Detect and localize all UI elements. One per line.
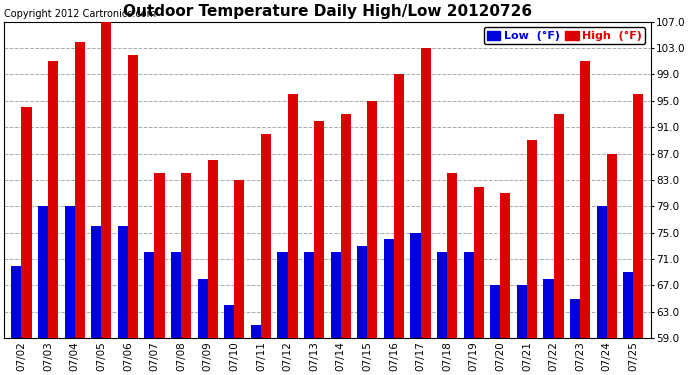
- Bar: [527, 140, 537, 338]
- Bar: [235, 180, 244, 338]
- Bar: [570, 298, 580, 338]
- Bar: [38, 206, 48, 338]
- Bar: [633, 94, 644, 338]
- Bar: [144, 252, 155, 338]
- Bar: [101, 22, 111, 338]
- Bar: [128, 55, 138, 338]
- Bar: [75, 42, 85, 338]
- Legend: Low  (°F), High  (°F): Low (°F), High (°F): [484, 27, 645, 44]
- Bar: [437, 252, 447, 338]
- Text: Copyright 2012 Cartronics.com: Copyright 2012 Cartronics.com: [4, 9, 157, 18]
- Bar: [341, 114, 351, 338]
- Bar: [544, 279, 553, 338]
- Bar: [367, 101, 377, 338]
- Bar: [447, 173, 457, 338]
- Bar: [277, 252, 288, 338]
- Bar: [181, 173, 191, 338]
- Bar: [331, 252, 341, 338]
- Bar: [394, 75, 404, 338]
- Bar: [474, 186, 484, 338]
- Bar: [314, 121, 324, 338]
- Bar: [553, 114, 564, 338]
- Bar: [500, 193, 511, 338]
- Bar: [384, 239, 394, 338]
- Title: Outdoor Temperature Daily High/Low 20120726: Outdoor Temperature Daily High/Low 20120…: [123, 4, 532, 19]
- Bar: [517, 285, 527, 338]
- Bar: [250, 325, 261, 338]
- Bar: [48, 61, 58, 338]
- Bar: [597, 206, 607, 338]
- Bar: [304, 252, 314, 338]
- Bar: [490, 285, 500, 338]
- Bar: [91, 226, 101, 338]
- Bar: [197, 279, 208, 338]
- Bar: [411, 233, 420, 338]
- Bar: [623, 272, 633, 338]
- Bar: [261, 134, 271, 338]
- Bar: [224, 305, 235, 338]
- Bar: [208, 160, 218, 338]
- Bar: [155, 173, 165, 338]
- Bar: [357, 246, 367, 338]
- Bar: [464, 252, 474, 338]
- Bar: [607, 154, 617, 338]
- Bar: [65, 206, 75, 338]
- Bar: [11, 266, 21, 338]
- Bar: [420, 48, 431, 338]
- Bar: [288, 94, 297, 338]
- Bar: [21, 107, 32, 338]
- Bar: [118, 226, 128, 338]
- Bar: [171, 252, 181, 338]
- Bar: [580, 61, 590, 338]
